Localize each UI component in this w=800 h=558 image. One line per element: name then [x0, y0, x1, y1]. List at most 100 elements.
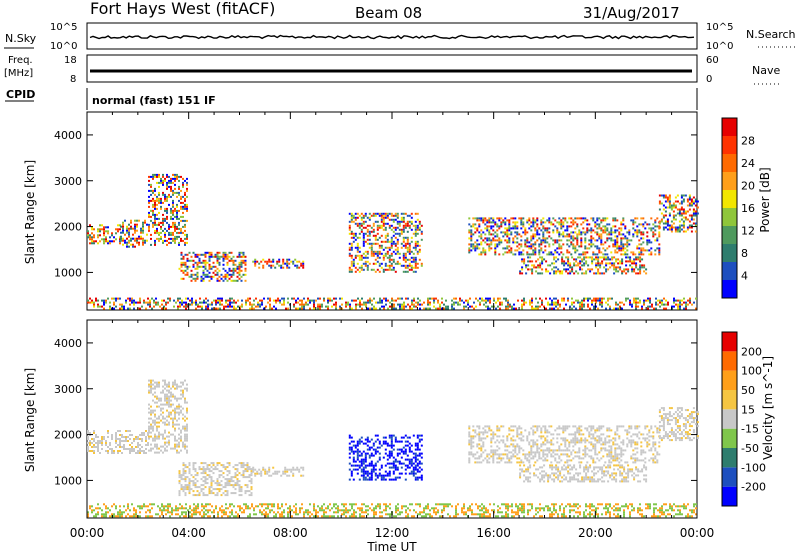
echo-pixel	[528, 451, 530, 453]
echo-pixel	[681, 225, 683, 227]
echo-pixel	[626, 241, 628, 243]
echo-pixel	[403, 221, 405, 223]
echo-pixel	[502, 219, 504, 221]
echo-pixel	[419, 308, 421, 310]
echo-pixel	[514, 425, 516, 427]
echo-pixel	[648, 239, 650, 241]
echo-pixel	[298, 469, 300, 471]
echo-pixel	[508, 239, 510, 241]
echo-pixel	[359, 233, 361, 235]
echo-pixel	[367, 445, 369, 447]
echo-pixel	[405, 253, 407, 255]
echo-pixel	[303, 306, 305, 308]
echo-pixel	[357, 455, 359, 457]
echo-pixel	[221, 278, 223, 280]
echo-pixel	[587, 304, 589, 306]
echo-pixel	[176, 178, 178, 180]
echo-pixel	[669, 203, 671, 205]
echo-pixel	[498, 227, 500, 229]
echo-pixel	[600, 237, 602, 239]
echo-pixel	[158, 176, 160, 178]
echo-pixel	[178, 446, 180, 448]
echo-pixel	[158, 222, 160, 224]
echo-pixel	[162, 438, 164, 440]
echo-pixel	[533, 308, 535, 310]
echo-pixel	[164, 178, 166, 180]
y-tick-label: 4000	[54, 129, 82, 142]
echo-pixel	[377, 475, 379, 477]
echo-pixel	[347, 304, 349, 306]
echo-pixel	[635, 256, 637, 258]
echo-pixel	[496, 425, 498, 427]
echo-pixel	[393, 300, 395, 302]
echo-pixel	[508, 451, 510, 453]
echo-pixel	[598, 249, 600, 251]
echo-pixel	[375, 441, 377, 443]
echo-pixel	[209, 272, 211, 274]
echo-pixel	[548, 251, 550, 253]
echo-pixel	[590, 227, 592, 229]
echo-pixel	[554, 249, 556, 251]
echo-pixel	[181, 264, 183, 266]
echo-pixel	[540, 435, 542, 437]
echo-pixel	[540, 223, 542, 225]
echo-pixel	[141, 306, 143, 308]
echo-pixel	[532, 457, 534, 459]
echo-pixel	[141, 432, 143, 434]
echo-pixel	[126, 244, 128, 246]
echo-pixel	[223, 492, 225, 494]
echo-pixel	[268, 265, 270, 267]
echo-pixel	[209, 260, 211, 262]
echo-pixel	[617, 266, 619, 268]
echo-pixel	[626, 253, 628, 255]
echo-pixel	[353, 465, 355, 467]
echo-pixel	[363, 223, 365, 225]
echo-pixel	[353, 217, 355, 219]
echo-pixel	[152, 224, 154, 226]
echo-pixel	[162, 386, 164, 388]
echo-pixel	[225, 258, 227, 260]
echo-pixel	[168, 226, 170, 228]
echo-pixel	[241, 490, 243, 492]
echo-pixel	[148, 404, 150, 406]
echo-pixel	[569, 262, 571, 264]
echo-pixel	[227, 474, 229, 476]
echo-pixel	[546, 439, 548, 441]
echo-pixel	[379, 443, 381, 445]
echo-pixel	[550, 443, 552, 445]
echo-pixel	[148, 422, 150, 424]
echo-pixel	[419, 259, 421, 261]
echo-pixel	[166, 176, 168, 178]
echo-pixel	[170, 406, 172, 408]
echo-pixel	[361, 308, 363, 310]
echo-pixel	[494, 441, 496, 443]
echo-pixel	[395, 437, 397, 439]
echo-pixel	[353, 237, 355, 239]
echo-pixel	[359, 267, 361, 269]
echo-pixel	[283, 300, 285, 302]
echo-pixel	[125, 440, 127, 442]
echo-pixel	[611, 264, 613, 266]
echo-pixel	[571, 256, 573, 258]
echo-pixel	[560, 219, 562, 221]
echo-pixel	[254, 469, 256, 471]
echo-pixel	[417, 225, 419, 227]
echo-pixel	[589, 268, 591, 270]
echo-pixel	[484, 223, 486, 225]
echo-pixel	[546, 253, 548, 255]
echo-pixel	[373, 269, 375, 271]
echo-pixel	[365, 215, 367, 217]
echo-pixel	[478, 443, 480, 445]
echo-pixel	[379, 475, 381, 477]
echo-pixel	[403, 241, 405, 243]
echo-pixel	[128, 240, 130, 242]
echo-pixel	[221, 256, 223, 258]
echo-pixel	[253, 304, 255, 306]
echo-pixel	[245, 268, 247, 270]
echo-pixel	[383, 257, 385, 259]
echo-pixel	[186, 428, 188, 430]
echo-pixel	[588, 229, 590, 231]
echo-pixel	[544, 453, 546, 455]
echo-pixel	[417, 447, 419, 449]
echo-pixel	[122, 228, 124, 230]
